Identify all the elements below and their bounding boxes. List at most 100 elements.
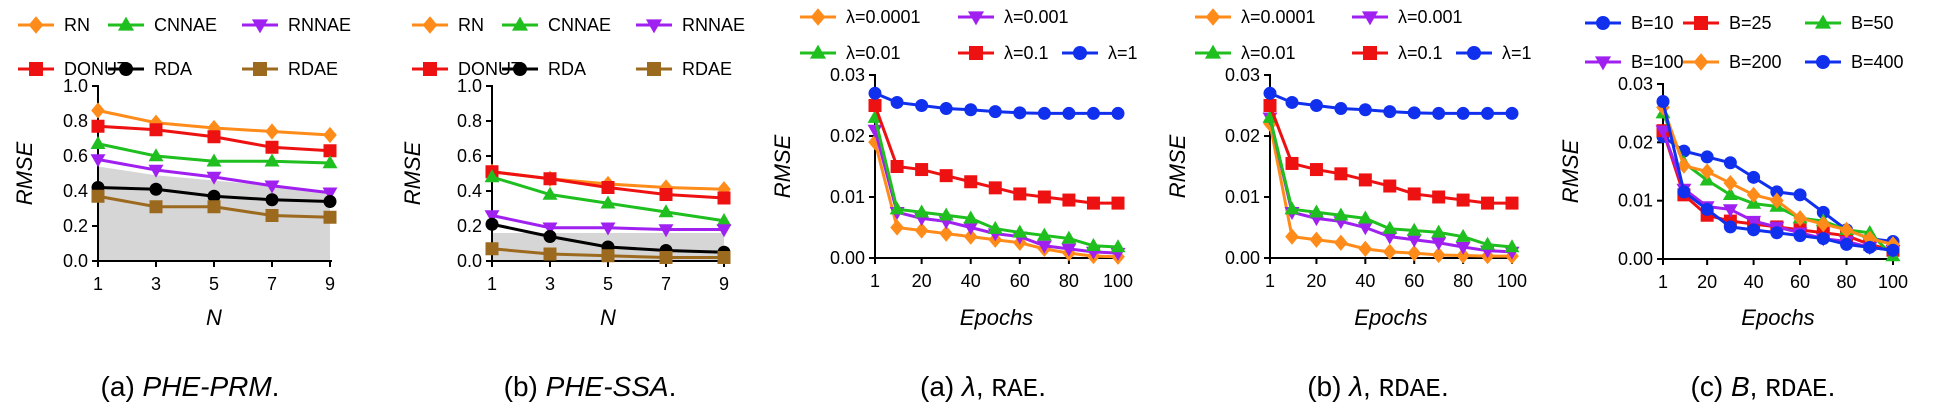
y-tick-label: 0.01: [1618, 191, 1653, 211]
data-point-λ=0.1: [1481, 196, 1495, 210]
y-axis-label: RMSE: [1165, 134, 1190, 198]
x-tick-label: 3: [151, 274, 161, 294]
x-tick-label: 60: [1404, 271, 1424, 291]
y-tick-label: 0.4: [457, 181, 482, 201]
caption-part: ,: [1750, 371, 1766, 402]
data-point-λ=0.1: [890, 160, 904, 173]
y-tick-label: 0.01: [1225, 187, 1260, 207]
caption-5: (c) B, RDAE.: [1691, 371, 1836, 404]
data-point-λ=0.01: [1110, 239, 1126, 253]
data-point-DONUT: [91, 119, 105, 133]
legend-marker: [1596, 16, 1610, 30]
data-point-RNNAE: [658, 224, 674, 238]
data-point-λ=1: [1358, 103, 1372, 117]
x-axis-label: N: [600, 305, 616, 330]
y-tick-label: 0.8: [457, 111, 482, 131]
legend-marker: [1594, 56, 1612, 71]
data-point-λ=1: [964, 103, 978, 117]
data-point-B=200: [1816, 215, 1831, 233]
x-tick-label: 1: [1265, 271, 1275, 291]
x-tick-label: 20: [1697, 272, 1717, 292]
y-tick-label: 1.0: [63, 76, 88, 96]
legend-marker: [647, 62, 661, 76]
data-point-B=200: [1770, 192, 1784, 209]
data-point-RDAE: [207, 200, 221, 214]
data-point-λ=0.01: [987, 220, 1003, 234]
chart-panel-4: 0.00 0.01 0.02 0.03 1 20 40 60 80 100 Epochs RMSE λ=…: [1165, 7, 1532, 330]
y-tick-label: 0.02: [1225, 126, 1260, 146]
y-axis-label: RMSE: [12, 141, 37, 205]
data-point-λ=0.1: [939, 169, 953, 183]
data-point-RDA: [207, 189, 221, 203]
data-point-B=10: [1770, 185, 1784, 199]
data-point-λ=0.01: [1504, 239, 1520, 253]
legend-label: CNNAE: [154, 15, 217, 35]
data-point-B=200: [1677, 157, 1691, 174]
chart-panel-5: 0.00 0.01 0.02 0.03 1 20 40 60 80 100 Epochs RMSE B=…: [1558, 13, 1908, 330]
data-point-λ=0.001: [1406, 234, 1422, 248]
data-point-λ=0.1: [1334, 167, 1348, 181]
legend-marker: [1693, 53, 1709, 71]
data-point-λ=0.01: [938, 207, 954, 221]
legend-marker: [253, 62, 267, 76]
data-point-λ=0.001: [963, 222, 979, 236]
legend-marker: [969, 46, 983, 60]
legend-label: λ=1: [1502, 43, 1532, 63]
y-tick-label: 0.03: [1225, 65, 1260, 85]
data-point-λ=0.1: [915, 163, 929, 177]
data-point-RN: [149, 114, 163, 131]
legend-marker: [645, 19, 663, 34]
data-point-λ=1: [1062, 106, 1076, 120]
data-point-λ=1: [915, 99, 929, 112]
data-point-λ=1: [1334, 102, 1348, 116]
data-point-λ=0.01: [963, 210, 979, 224]
data-point-B=400: [1840, 237, 1854, 251]
data-point-λ=1: [1285, 95, 1299, 109]
data-point-λ=0.1: [1111, 196, 1125, 210]
data-point-B=400: [1747, 223, 1761, 237]
data-point-λ=0.1: [868, 99, 882, 112]
data-point-CNNAE: [322, 155, 338, 169]
x-tick-label: 40: [1744, 272, 1764, 292]
data-point-λ=1: [1037, 106, 1051, 120]
data-point-RNNAE: [264, 180, 280, 194]
data-point-B=200: [1700, 163, 1714, 180]
legend-marker: [1363, 46, 1377, 60]
data-point-λ=0.01: [1406, 222, 1422, 236]
caption-1: (a) PHE-PRM.: [101, 371, 280, 402]
legend-label: DONUT: [64, 59, 128, 79]
data-point-B=10: [1700, 150, 1714, 164]
data-point-RNNAE: [206, 171, 222, 185]
x-tick-label: 40: [1355, 271, 1375, 291]
data-point-B=400: [1793, 229, 1807, 243]
legend-label: λ=1: [1108, 43, 1138, 63]
data-point-λ=0.0001: [1382, 243, 1397, 261]
data-point-λ=0.1: [1505, 196, 1519, 210]
y-tick-label: 0.6: [63, 146, 88, 166]
data-point-λ=0.01: [1382, 220, 1398, 234]
data-point-RNNAE: [322, 187, 338, 201]
y-tick-label: 0.8: [63, 111, 88, 131]
data-point-λ=1: [890, 95, 904, 109]
caption-part: (b): [504, 371, 546, 402]
legend-label: RN: [458, 15, 484, 35]
caption-part: RDAE: [1765, 374, 1827, 404]
legend-marker: [119, 62, 133, 76]
x-tick-label: 80: [1453, 271, 1473, 291]
legend-label: λ=0.1: [1398, 43, 1443, 63]
caption-part: (a): [101, 371, 143, 402]
data-point-DONUT: [601, 181, 615, 194]
caption-part: .: [669, 371, 677, 402]
data-point-RDA: [265, 193, 279, 207]
data-point-λ=1: [868, 86, 882, 100]
y-axis-label: RMSE: [770, 134, 795, 198]
x-tick-label: 100: [1497, 271, 1527, 291]
data-point-λ=0.1: [1432, 190, 1446, 204]
data-point-λ=0.01: [1085, 238, 1101, 251]
caption-4: (b) λ, RDAE.: [1307, 371, 1449, 404]
data-point-λ=1: [1407, 106, 1421, 120]
data-point-B=200: [1793, 210, 1807, 227]
legend-label: CNNAE: [548, 15, 611, 35]
y-tick-label: 0.00: [1225, 248, 1260, 268]
